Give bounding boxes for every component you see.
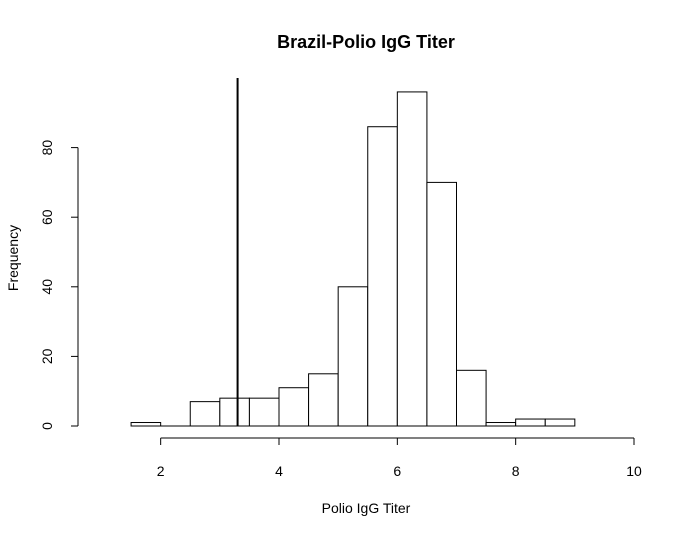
- y-tick-label: 60: [39, 209, 55, 225]
- x-tick-label: 4: [275, 463, 283, 479]
- x-axis-label: Polio IgG Titer: [322, 500, 411, 516]
- y-tick-label: 80: [39, 140, 55, 156]
- y-axis-label: Frequency: [5, 225, 21, 291]
- histogram-bars: [130, 91, 576, 427]
- y-tick-label: 0: [39, 422, 55, 430]
- x-axis: 2 4 6 8 10: [157, 437, 642, 479]
- histogram-bar: [219, 397, 250, 427]
- histogram-bar: [189, 401, 221, 427]
- histogram-bar: [337, 286, 369, 427]
- x-tick-label: 8: [512, 463, 520, 479]
- x-tick-label: 10: [626, 463, 642, 479]
- histogram-bar: [278, 387, 310, 427]
- x-tick-label: 2: [157, 463, 165, 479]
- histogram-bar: [308, 373, 339, 427]
- histogram-bar: [367, 126, 398, 427]
- y-axis: 0 20 40 60 80: [39, 140, 79, 430]
- y-tick-label: 40: [39, 279, 55, 295]
- histogram-bar: [485, 422, 517, 427]
- y-tick-label: 20: [39, 348, 55, 364]
- histogram-bar: [515, 418, 546, 427]
- histogram-bar: [130, 422, 162, 427]
- chart-title: Brazil-Polio IgG Titer: [277, 32, 455, 52]
- histogram-bar: [248, 397, 280, 427]
- histogram-bar: [426, 181, 457, 427]
- histogram-bar: [456, 369, 487, 427]
- x-tick-label: 6: [393, 463, 401, 479]
- histogram-bar: [544, 418, 576, 427]
- histogram-bar: [396, 91, 428, 427]
